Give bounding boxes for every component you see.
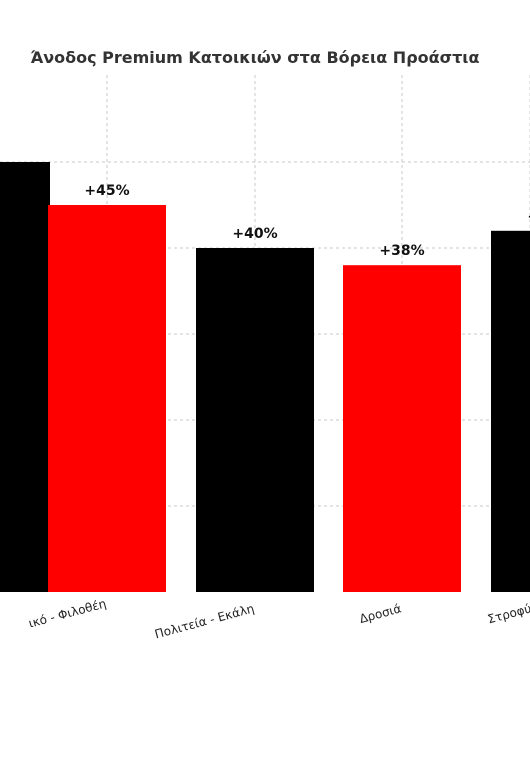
x-tick-label: Πολιτεία - Εκάλη <box>153 601 256 641</box>
data-label: +38% <box>379 243 424 259</box>
data-label: +40% <box>232 226 277 242</box>
bar <box>491 230 530 593</box>
chart-title: Άνοδος Premium Κατοικιών στα Βόρεια Προά… <box>30 48 479 67</box>
bar-partial <box>0 162 50 592</box>
x-tick-label: ικό - Φιλοθέη <box>27 596 108 630</box>
data-label: +42% <box>527 209 530 225</box>
bar <box>196 248 314 592</box>
bar <box>48 205 166 592</box>
x-tick-label: Δροσιά <box>358 601 403 626</box>
bar <box>343 265 461 592</box>
tick-label-layer: ικό - Φιλοθέη Πολιτεία - Εκάλη Δροσιά Στροφ… <box>27 596 530 641</box>
x-tick-label: Στροφύ <box>486 601 530 626</box>
data-label-layer: +45% +40% +38% +42% <box>84 183 530 259</box>
bar-layer <box>0 162 530 593</box>
data-label: +45% <box>84 183 129 199</box>
